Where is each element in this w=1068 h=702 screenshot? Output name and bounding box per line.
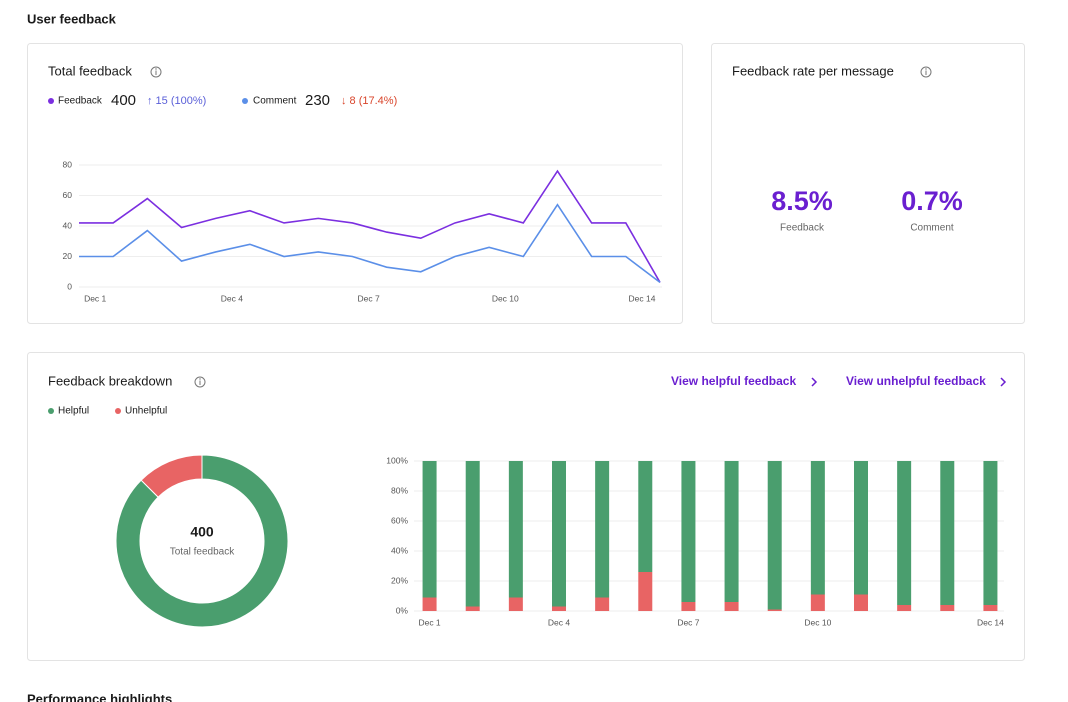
- legend-dot: [48, 408, 54, 414]
- link[interactable]: View helpful feedback: [671, 374, 796, 388]
- bar: [595, 461, 610, 598]
- legend-label: Feedback: [58, 96, 103, 107]
- bar: [422, 597, 437, 611]
- bar: [508, 597, 523, 611]
- card: [711, 43, 1025, 324]
- card-title: Feedback breakdown: [48, 373, 172, 388]
- bar: [638, 461, 653, 572]
- total: 230: [305, 92, 330, 109]
- info-icon: [194, 376, 206, 388]
- page-title: User feedback: [27, 11, 117, 26]
- rate-label: Comment: [910, 223, 954, 234]
- bar: [638, 572, 653, 611]
- donut-slice: [140, 454, 203, 498]
- rate-value: 8.5%: [771, 186, 833, 216]
- x-tick-label: Dec 4: [221, 293, 243, 303]
- y-tick-label: 20: [63, 251, 73, 261]
- info-icon: [150, 66, 162, 78]
- legend-label: Unhelpful: [125, 406, 167, 417]
- bar: [897, 605, 912, 611]
- legend-dot: [115, 408, 121, 414]
- x-tick-label: Dec 7: [677, 617, 699, 627]
- bar: [767, 461, 782, 610]
- legend-label: Helpful: [58, 406, 89, 417]
- y-tick-label: 0: [67, 281, 72, 291]
- bar: [681, 602, 696, 611]
- y-tick-label: 60%: [391, 515, 408, 525]
- bar: [854, 594, 868, 611]
- bar: [854, 461, 868, 595]
- line: [79, 169, 661, 283]
- bar: [940, 605, 955, 611]
- bar: [681, 461, 696, 602]
- card: [27, 43, 683, 324]
- x-tick-label: Dec 4: [548, 617, 570, 627]
- donut-total: 400: [190, 524, 214, 540]
- bar: [724, 461, 739, 602]
- total: 400: [111, 92, 136, 109]
- rate-label: Feedback: [780, 223, 825, 234]
- info-icon: [920, 66, 932, 78]
- legend-dot: [48, 98, 54, 104]
- legend-dot: [242, 98, 248, 104]
- section-title: Performance highlights: [27, 691, 172, 702]
- y-tick-label: 100%: [386, 455, 408, 465]
- donut-slice: [115, 454, 289, 628]
- bar: [465, 606, 480, 611]
- change: ↑ 15 (100%): [147, 95, 206, 107]
- x-tick-label: Dec 1: [418, 617, 440, 627]
- bar: [767, 609, 782, 611]
- y-tick-label: 60: [63, 190, 73, 200]
- y-tick-label: 0%: [396, 605, 409, 615]
- x-tick-label: Dec 14: [977, 617, 1004, 627]
- bar: [810, 594, 825, 611]
- chevron: [811, 377, 818, 387]
- y-tick-label: 40: [63, 220, 73, 230]
- line: [79, 203, 661, 284]
- y-tick-label: 20%: [391, 575, 408, 585]
- y-tick-label: 80: [63, 159, 73, 169]
- bar: [897, 461, 912, 605]
- x-tick-label: Dec 1: [84, 293, 106, 303]
- y-tick-label: 80%: [391, 485, 408, 495]
- bar: [810, 461, 825, 595]
- x-tick-label: Dec 7: [357, 293, 379, 303]
- bar: [422, 461, 437, 598]
- legend-label: Comment: [253, 96, 297, 107]
- bar: [552, 606, 566, 611]
- bar: [940, 461, 955, 605]
- card-title: Total feedback: [48, 63, 132, 78]
- bar: [983, 605, 998, 611]
- chevron: [1000, 377, 1007, 387]
- bar: [508, 461, 523, 598]
- bar: [465, 461, 480, 607]
- x-tick-label: Dec 10: [492, 293, 519, 303]
- card-title: Feedback rate per message: [732, 63, 894, 78]
- bar: [983, 461, 998, 605]
- bar: [724, 602, 739, 611]
- rate-value: 0.7%: [901, 186, 963, 216]
- donut-label: Total feedback: [170, 547, 235, 558]
- x-tick-label: Dec 14: [629, 293, 656, 303]
- bar: [552, 461, 566, 607]
- y-tick-label: 40%: [391, 545, 408, 555]
- change: ↓ 8 (17.4%): [341, 95, 397, 107]
- x-tick-label: Dec 10: [804, 617, 831, 627]
- link[interactable]: View unhelpful feedback: [846, 374, 986, 388]
- bar: [595, 597, 610, 611]
